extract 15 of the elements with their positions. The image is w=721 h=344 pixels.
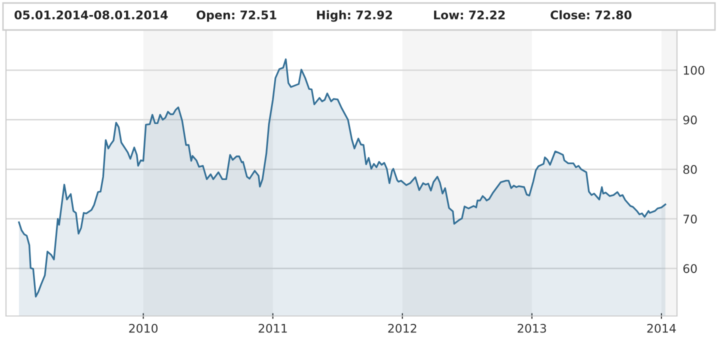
x-tick-label: 2011: [258, 324, 287, 333]
text: High: 72.92: [317, 10, 392, 22]
text: Low: 72.22: [434, 10, 505, 20]
text: Close: 72.80: [550, 10, 632, 20]
x-tick-label: 2013: [518, 324, 546, 333]
x-tick-label: 2010: [129, 324, 158, 333]
y-tick-label: 90: [683, 115, 697, 124]
x-tick-label: 2014: [647, 324, 676, 333]
y-tick-label: 60: [683, 264, 697, 274]
x-tick-label: 2012: [388, 324, 416, 333]
y-tick-label: 70: [684, 214, 697, 224]
y-tick-label: 100: [684, 66, 704, 75]
y-tick-label: 80: [683, 165, 697, 174]
text: Open: 72.51: [196, 10, 276, 22]
text: 05.01.2014-08.01.2014: [14, 10, 168, 20]
